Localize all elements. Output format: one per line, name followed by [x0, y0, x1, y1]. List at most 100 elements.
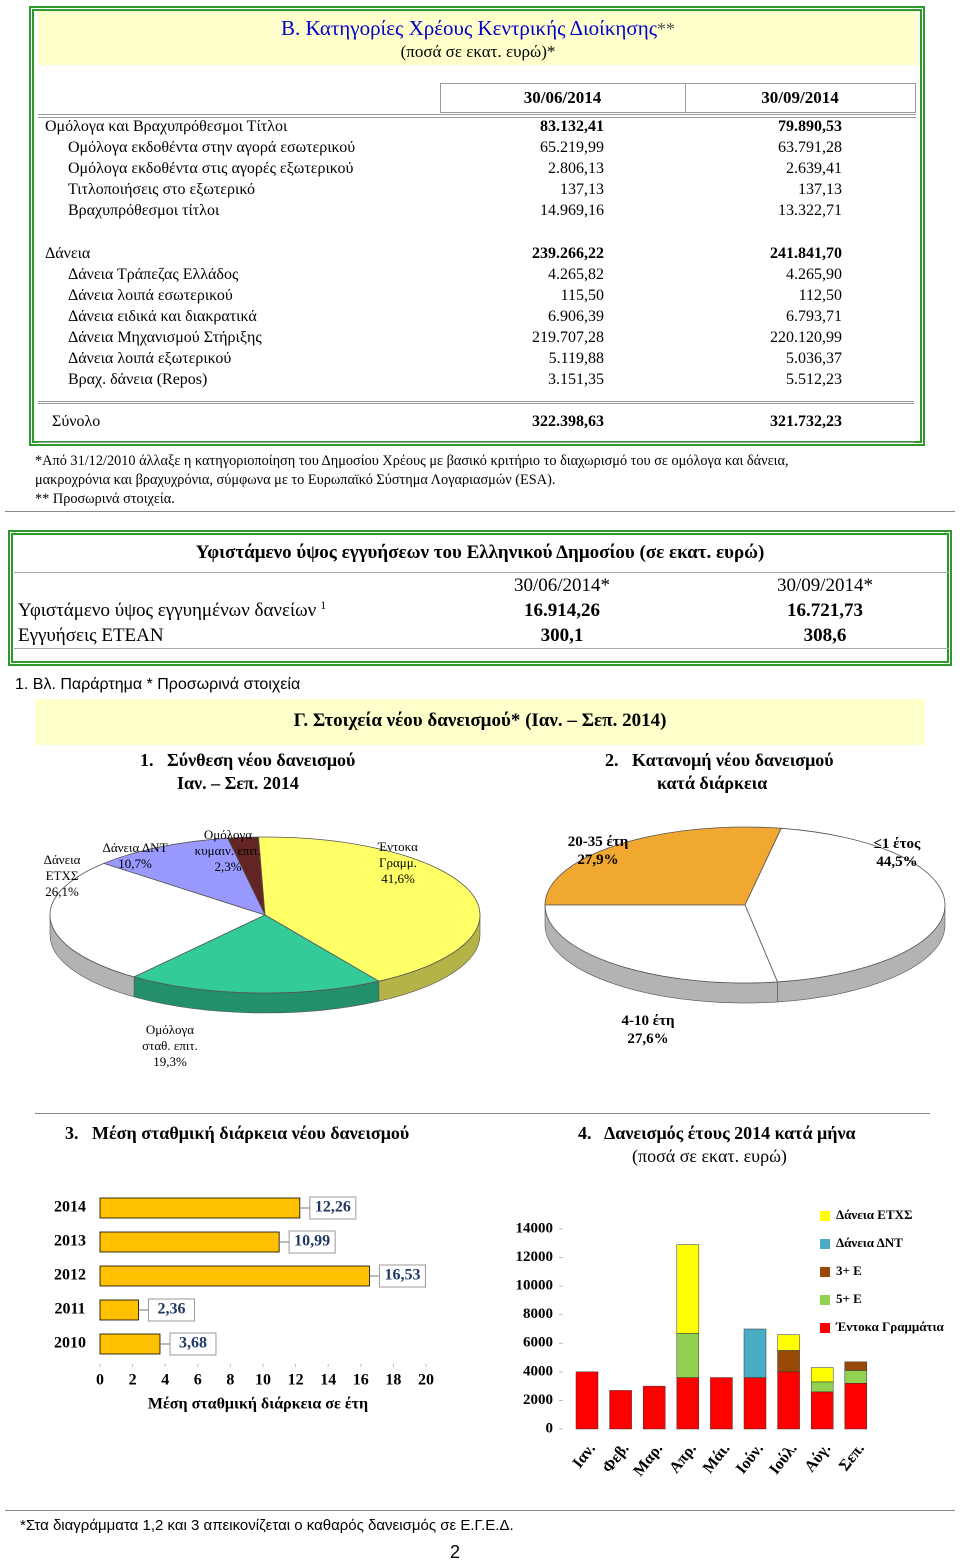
slice-category: Ομόλογα σταθ. επιτ. — [142, 1022, 198, 1053]
slice-label: Ομόλογα σταθ. επιτ. 19,3% — [133, 1022, 208, 1070]
slice-category: 4-10 έτη — [621, 1013, 675, 1029]
x-tick-label: Ιαν. — [569, 1440, 599, 1471]
label-box — [169, 1332, 217, 1356]
y-tick-label: 12000 — [516, 1249, 554, 1265]
bar-segment — [743, 1328, 767, 1378]
label-box — [378, 1264, 426, 1288]
bar-segment — [777, 1371, 800, 1430]
total-box — [38, 401, 914, 443]
x-tick-label: 10 — [255, 1372, 271, 1389]
label-box — [147, 1298, 195, 1322]
legend-label: Δάνεια ΕΤΧΣ — [836, 1207, 913, 1222]
cell-value: 63.791,28 — [778, 139, 842, 156]
cell-value: 16.914,26 — [524, 600, 600, 621]
value-label: 2,36 — [157, 1301, 185, 1318]
row-head-label: Ομόλογα και Βραχυπρόθεσμοι Τίτλοι — [45, 118, 288, 135]
bar-segment — [777, 1334, 800, 1351]
bar-segment — [676, 1333, 700, 1378]
row-label: Βραχυπρόθεσμοι τίτλοι — [68, 202, 220, 219]
x-tick-label: Ιούλ. — [766, 1440, 801, 1478]
cell-value: 4.265,82 — [548, 266, 604, 283]
chart-title: 3. Μέση σταθμική διάρκεια νέου δανεισμού — [65, 1123, 410, 1143]
cell-value: 219.707,28 — [532, 329, 604, 346]
slice-value: 41,6% — [381, 871, 415, 886]
slice — [102, 837, 266, 916]
rule — [5, 511, 955, 512]
cell-value: 5.036,37 — [786, 350, 842, 367]
cell-value: 14.969,16 — [540, 202, 604, 219]
x-tick-label: 20 — [418, 1372, 434, 1389]
row-head-label: Δάνεια — [45, 245, 91, 262]
x-axis-label: Μέση σταθμική διάρκεια σε έτη — [148, 1396, 368, 1413]
y-tick-label: 0 — [546, 1420, 554, 1436]
row-label: Δάνεια λοιπά εσωτερικού — [68, 287, 233, 304]
x-tick-label: 4 — [161, 1372, 169, 1389]
legend-swatch — [820, 1211, 830, 1221]
bar — [99, 1231, 280, 1253]
column-header: 30/09/2014* — [776, 575, 874, 596]
bar-segment — [844, 1370, 868, 1384]
cell-value: 321.732,23 — [770, 413, 842, 430]
footer-note: *Στα διαγράμματα 1,2 και 3 απεικονίζεται… — [20, 1517, 514, 1534]
rule — [14, 648, 949, 649]
legend-swatch — [820, 1239, 830, 1249]
x-tick-label: Ιούν. — [733, 1440, 767, 1477]
y-tick-label: 2014 — [54, 1199, 86, 1216]
bar-segment — [676, 1244, 700, 1334]
title-mark: ** — [657, 19, 676, 39]
cell-value: 137,13 — [798, 181, 842, 198]
bar-segment — [676, 1377, 700, 1430]
cell-value: 6.793,71 — [786, 308, 842, 325]
cell-value: 220.120,99 — [770, 329, 842, 346]
cell-value: 2.806,13 — [548, 160, 604, 177]
bar-segment — [575, 1371, 599, 1430]
cell-value: 241.841,70 — [770, 245, 842, 262]
x-tick-label: Σεπ. — [836, 1440, 868, 1474]
slice-category: 20-35 έτη — [567, 834, 629, 850]
slice-category: ≤1 έτος — [873, 836, 921, 852]
bar-segment — [743, 1377, 767, 1430]
footnote: 1. Βλ. Παράρτημα * Προσωρινά στοιχεία — [15, 676, 301, 693]
row-label: Δάνεια Μηχανισμού Στήριξης — [68, 329, 262, 346]
y-tick-label: 4000 — [523, 1363, 553, 1379]
column-header: 30/06/2014 — [523, 88, 602, 107]
bar-segment — [844, 1361, 868, 1371]
cell-value: 83.132,41 — [540, 118, 604, 135]
slice-category: Δάνεια ΔΝΤ — [102, 840, 168, 855]
cell-value: 4.265,90 — [786, 266, 842, 283]
row-label: Εγγυήσεις ΕΤΕΑΝ — [18, 625, 164, 646]
y-tick-label: 2010 — [54, 1335, 86, 1352]
cell-value: 6.906,39 — [548, 308, 604, 325]
section-title: Γ. Στοιχεία νέου δανεισμού* (Ιαν. – Σεπ.… — [293, 710, 667, 731]
x-tick-label: Απρ. — [666, 1440, 700, 1476]
cell-value: 13.322,71 — [778, 202, 842, 219]
header-box — [440, 83, 916, 113]
label-box — [309, 1196, 357, 1220]
row-label: Δάνεια Τράπεζας Ελλάδος — [68, 266, 239, 283]
title-band — [38, 11, 918, 65]
cell-value: 112,50 — [798, 287, 842, 304]
legend-label: 3+ Ε — [836, 1263, 862, 1278]
rule — [5, 1510, 955, 1511]
cell-value: 65.219,99 — [540, 139, 604, 156]
bar — [99, 1197, 301, 1219]
cell-value: 3.151,35 — [548, 371, 604, 388]
slice-value: 27,6% — [627, 1031, 669, 1047]
slice-value: 2,3% — [214, 859, 242, 874]
column-header: 30/09/2014 — [761, 88, 839, 107]
legend-swatch — [820, 1323, 830, 1333]
x-tick-label: Μαρ. — [630, 1440, 666, 1479]
slice-category: Δάνεια ΕΤΧΣ — [43, 852, 81, 883]
row-label: Δάνεια λοιπά εξωτερικού — [68, 350, 232, 367]
slice — [132, 914, 380, 994]
x-tick-label: 18 — [385, 1372, 401, 1389]
y-tick-label: 2000 — [523, 1392, 553, 1408]
cell-value: 239.266,22 — [532, 245, 604, 262]
slice-value: 26,1% — [45, 884, 79, 899]
row-label: Βραχ. δάνεια (Repos) — [68, 371, 208, 388]
chart-title: 4. Δανεισμός έτους 2014 κατά μήνα — [578, 1123, 856, 1143]
slice — [258, 836, 481, 982]
bar-segment — [844, 1383, 868, 1430]
row-label: Ομόλογα εκδοθέντα στην αγορά εσωτερικού — [68, 139, 356, 156]
